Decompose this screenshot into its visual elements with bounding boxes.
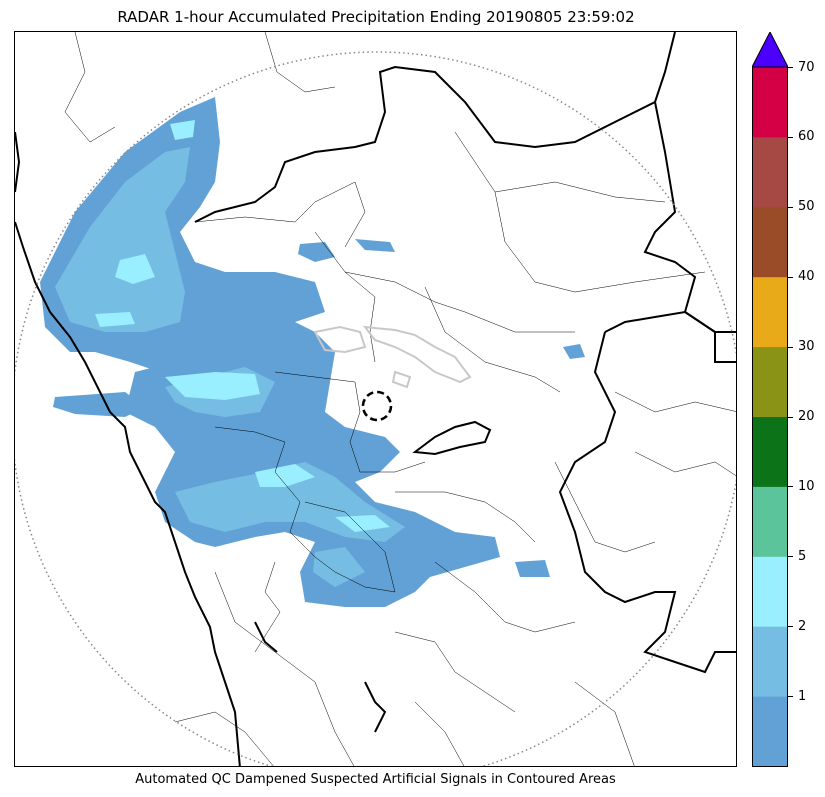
precip-heavy-south (255, 464, 315, 487)
coastline (15, 221, 241, 766)
precip-cell-south-east (515, 560, 550, 577)
state-border-south-small (364, 681, 387, 733)
colorbar-tick-mark (788, 206, 793, 208)
precip-heavy-layer (95, 120, 390, 532)
qc-contour (391, 370, 412, 389)
colorbar-bin-8 (752, 136, 788, 208)
colorbar-outline (752, 66, 788, 767)
district-line (634, 451, 736, 476)
colorbar-bin-7 (752, 206, 788, 278)
precip-medium-northwest (55, 147, 190, 332)
district-line (174, 711, 274, 766)
qc-contour (362, 325, 472, 384)
colorbar-tick-mark (788, 486, 793, 488)
coastline-north (15, 131, 21, 193)
colorbar-bin-2 (752, 556, 788, 627)
precip-heavy-northwest-strip (95, 312, 135, 327)
district-line (395, 491, 536, 543)
state-border-southeast (558, 331, 736, 674)
district-line (394, 631, 516, 713)
district-line (554, 461, 656, 553)
precip-heavy-central (165, 372, 260, 400)
colorbar-bin-0 (752, 696, 788, 767)
colorbar-tick-mark (788, 626, 793, 628)
state-border-southwest-small (254, 621, 278, 653)
colorbar-bin-3 (752, 486, 788, 557)
district-line (504, 241, 706, 293)
colorbar-bin-1 (752, 626, 788, 697)
colorbar-bins (752, 67, 788, 767)
colorbar-tick-mark (788, 416, 793, 418)
qc-contours (313, 325, 472, 389)
district-line (274, 371, 426, 473)
colorbar (752, 32, 788, 767)
radar-map (14, 31, 737, 767)
colorbar-tick-mark (788, 696, 793, 698)
precip-heavy-south-east (335, 515, 390, 532)
colorbar-tick-mark (788, 276, 793, 278)
colorbar-tick-label: 1 (798, 688, 807, 704)
state-border-east (643, 101, 736, 333)
district-line (614, 391, 736, 413)
district-line (344, 271, 376, 363)
district-line (214, 426, 316, 558)
colorbar-tick-mark (788, 136, 793, 138)
colorbar-bin-5 (752, 346, 788, 417)
district-line (424, 286, 561, 393)
footer-note: Automated QC Dampened Suspected Artifici… (135, 772, 616, 787)
district-line (194, 181, 366, 248)
colorbar-tick-label: 50 (798, 199, 815, 215)
state-border-east-inner (604, 310, 736, 363)
precip-cell-north-east (355, 239, 395, 252)
district-line (264, 32, 336, 93)
state-enclave (412, 420, 492, 456)
district-line (304, 501, 396, 593)
district-line (414, 701, 465, 766)
precip-cell-east (563, 344, 585, 359)
state-boundaries (15, 32, 736, 766)
range-ring (15, 51, 736, 766)
precip-medium-southwest (313, 547, 365, 587)
precip-cell-south (390, 562, 425, 582)
radar-map-svg (15, 32, 736, 766)
colorbar-tick-mark (788, 67, 793, 68)
district-line (574, 681, 635, 766)
colorbar-bin-4 (752, 416, 788, 487)
precip-strip-west (53, 392, 145, 417)
page-title: RADAR 1-hour Accumulated Precipitation E… (117, 8, 635, 26)
district-line (454, 131, 506, 243)
district-line (434, 561, 576, 633)
colorbar-extend-max (752, 32, 788, 68)
colorbar-bin-9 (752, 67, 788, 138)
district-line (254, 561, 281, 653)
colorbar-tick-label: 30 (798, 339, 815, 355)
colorbar-tick-label: 40 (798, 269, 815, 285)
colorbar-tick-label: 2 (798, 618, 807, 634)
radar-site-marker (361, 390, 393, 422)
state-border-north (194, 32, 676, 223)
colorbar-tick-mark (788, 346, 793, 348)
colorbar-bin-6 (752, 276, 788, 348)
precip-heavy-west (115, 254, 155, 284)
precip-light-layer (40, 97, 585, 607)
precip-heavy-north (170, 120, 195, 140)
colorbar-tick-label: 10 (798, 478, 815, 494)
district-line (214, 571, 355, 766)
colorbar-tick-mark (788, 556, 793, 558)
colorbar-tick-label: 5 (798, 548, 807, 564)
colorbar-tick-label: 70 (798, 59, 815, 75)
district-line (494, 181, 666, 203)
district-line (64, 32, 116, 143)
district-boundaries (64, 32, 736, 766)
precip-cell-north (298, 242, 335, 262)
qc-contour (313, 325, 367, 354)
colorbar-tick-label: 60 (798, 129, 815, 145)
colorbar-tick-label: 20 (798, 409, 815, 424)
